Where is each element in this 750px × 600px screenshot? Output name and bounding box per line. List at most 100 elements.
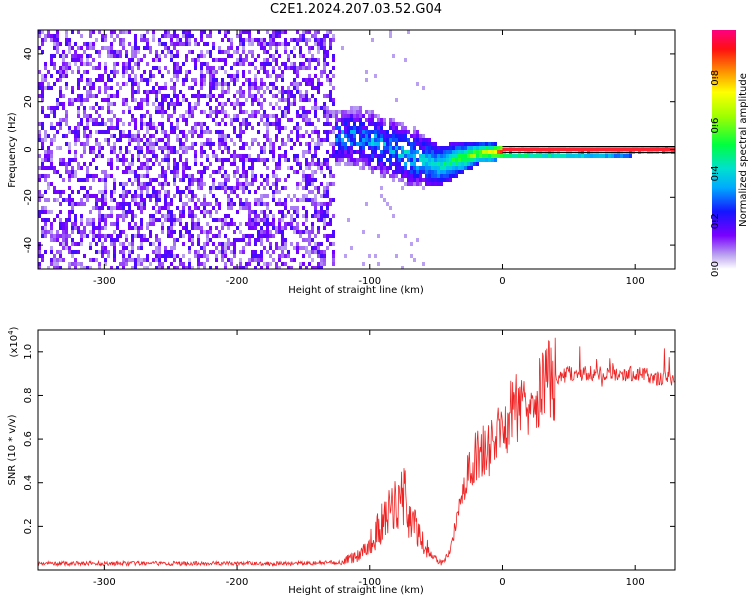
heatmap-cell xyxy=(317,142,320,146)
heatmap-cell xyxy=(248,78,251,82)
heatmap-cell xyxy=(245,206,248,210)
heatmap-cell xyxy=(185,194,188,198)
heatmap-cell xyxy=(308,38,311,42)
heatmap-cell xyxy=(257,54,260,58)
heatmap-cell xyxy=(275,114,278,118)
heatmap-cell xyxy=(317,46,320,50)
heatmap-cell xyxy=(89,90,92,94)
heatmap-cell xyxy=(278,130,281,134)
heatmap-cell xyxy=(194,106,197,110)
heatmap-cell xyxy=(68,198,71,202)
heatmap-cell xyxy=(293,230,296,234)
heatmap-cell xyxy=(392,174,395,178)
heatmap-cell xyxy=(134,78,137,82)
heatmap-cell xyxy=(167,202,170,206)
heatmap-cell xyxy=(185,138,188,142)
heatmap-cell xyxy=(320,254,323,258)
heatmap-cell xyxy=(68,150,71,154)
heatmap-cell xyxy=(65,134,68,138)
heatmap-cell xyxy=(62,62,65,66)
heatmap-cell xyxy=(74,258,77,262)
heatmap-cell xyxy=(287,98,290,102)
heatmap-cell xyxy=(140,114,143,118)
heatmap-cell xyxy=(197,182,200,186)
heatmap-cell xyxy=(311,246,314,250)
heatmap-cell xyxy=(221,118,224,122)
heatmap-cell xyxy=(104,170,107,174)
heatmap-cell xyxy=(125,30,128,34)
heatmap-cell xyxy=(71,242,74,246)
heatmap-cell xyxy=(74,214,77,218)
heatmap-cell xyxy=(266,74,269,78)
heatmap-cell xyxy=(164,214,167,218)
heatmap-cell xyxy=(176,66,179,70)
heatmap-cell xyxy=(101,254,104,258)
heatmap-cell xyxy=(404,234,407,238)
heatmap-cell xyxy=(353,106,356,110)
heatmap-cell xyxy=(431,158,434,162)
heatmap-cell xyxy=(245,30,248,34)
heatmap-cell xyxy=(209,66,212,70)
heatmap-cell xyxy=(263,214,266,218)
heatmap-cell xyxy=(44,210,47,214)
heatmap-cell xyxy=(68,194,71,198)
heatmap-cell xyxy=(410,146,413,150)
heatmap-cell xyxy=(239,146,242,150)
heatmap-cell xyxy=(89,242,92,246)
heatmap-cell xyxy=(50,234,53,238)
heatmap-cell xyxy=(143,198,146,202)
heatmap-cell xyxy=(38,198,41,202)
heatmap-cell xyxy=(506,154,509,158)
heatmap-cell xyxy=(284,66,287,70)
heatmap-cell xyxy=(83,134,86,138)
heatmap-cell xyxy=(71,54,74,58)
heatmap-cell xyxy=(98,146,101,150)
heatmap-cell xyxy=(293,126,296,130)
heatmap-cell xyxy=(242,58,245,62)
heatmap-cell xyxy=(131,170,134,174)
heatmap-cell xyxy=(293,70,296,74)
heatmap-cell xyxy=(311,170,314,174)
heatmap-cell xyxy=(278,98,281,102)
heatmap-cell xyxy=(242,46,245,50)
heatmap-cell xyxy=(308,50,311,54)
heatmap-cell xyxy=(38,178,41,182)
heatmap-cell xyxy=(227,202,230,206)
heatmap-cell xyxy=(38,210,41,214)
heatmap-cell xyxy=(254,174,257,178)
heatmap-cell xyxy=(296,210,299,214)
heatmap-cell xyxy=(269,150,272,154)
heatmap-cell xyxy=(344,154,347,158)
heatmap-cell xyxy=(41,138,44,142)
heatmap-cell xyxy=(236,166,239,170)
heatmap-cell xyxy=(347,114,350,118)
heatmap-cell xyxy=(215,266,218,269)
heatmap-cell xyxy=(290,266,293,269)
heatmap-cell xyxy=(227,50,230,54)
heatmap-cell xyxy=(284,254,287,258)
heatmap-cell xyxy=(161,174,164,178)
heatmap-cell xyxy=(59,194,62,198)
heatmap-cell xyxy=(149,182,152,186)
heatmap-cell xyxy=(317,214,320,218)
heatmap-cell xyxy=(305,266,308,269)
heatmap-cell xyxy=(173,194,176,198)
heatmap-cell xyxy=(143,206,146,210)
heatmap-cell xyxy=(350,142,353,146)
heatmap-cell xyxy=(101,198,104,202)
heatmap-cell xyxy=(239,174,242,178)
heatmap-cell xyxy=(350,110,353,114)
heatmap-cell xyxy=(278,166,281,170)
heatmap-cell xyxy=(317,38,320,42)
heatmap-cell xyxy=(287,210,290,214)
heatmap-cell xyxy=(263,70,266,74)
heatmap-cell xyxy=(491,150,494,154)
heatmap-cell xyxy=(65,170,68,174)
heatmap-cell xyxy=(167,210,170,214)
heatmap-cell xyxy=(98,214,101,218)
heatmap-cell xyxy=(260,182,263,186)
heatmap-cell xyxy=(122,266,125,269)
heatmap-cell xyxy=(485,146,488,150)
heatmap-cell xyxy=(392,130,395,134)
heatmap-cell xyxy=(140,198,143,202)
